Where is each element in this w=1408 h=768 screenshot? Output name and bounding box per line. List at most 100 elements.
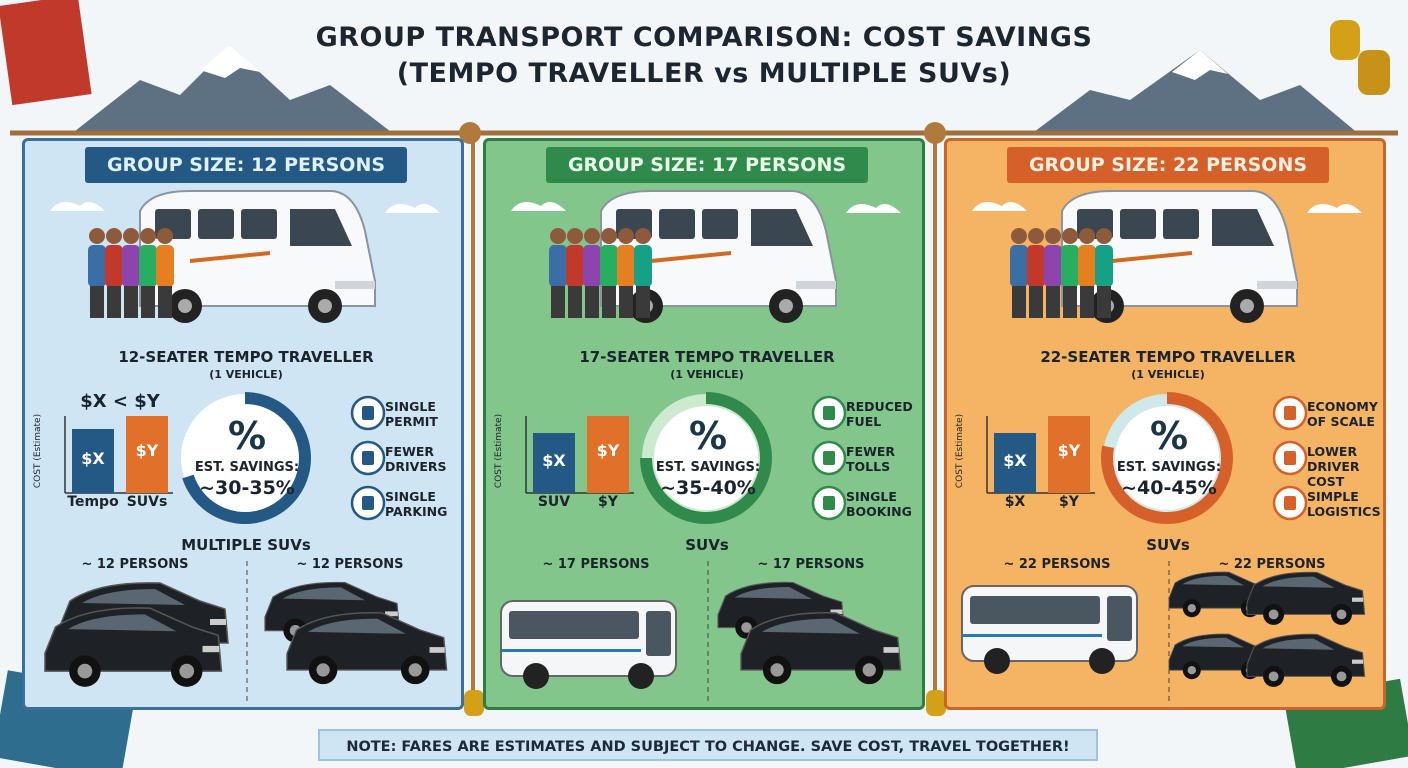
panel-graphics xyxy=(500,190,902,701)
illustration-part xyxy=(619,286,633,318)
cost-bar-x xyxy=(994,433,1036,493)
illustration-part xyxy=(617,245,635,287)
vehicle-count: (1 VEHICLE) xyxy=(670,368,744,381)
group-header: GROUP SIZE: 17 PERSONS xyxy=(546,147,868,183)
illustration-part xyxy=(139,245,157,287)
benefit-icon xyxy=(350,440,386,476)
bus xyxy=(961,585,1138,674)
illustration-part xyxy=(1182,637,1244,648)
benefit: REDUCED FUEL xyxy=(846,399,913,429)
illustration-part xyxy=(408,663,422,677)
cost-bar-y xyxy=(126,416,168,493)
illustration-part xyxy=(1097,286,1111,318)
illustration-part xyxy=(1120,209,1156,239)
illustration-part xyxy=(335,281,375,289)
savings-symbol: % xyxy=(227,414,267,458)
illustration-part xyxy=(50,202,105,211)
illustration-part xyxy=(307,618,406,634)
illustration-part xyxy=(1107,596,1132,641)
illustration-part xyxy=(551,286,565,318)
cost-bar-y xyxy=(1048,416,1090,493)
benefit-icon xyxy=(1272,440,1308,476)
savings-label: EST. SAVINGS: xyxy=(1116,460,1222,475)
illustration-part xyxy=(1096,228,1112,244)
persons-label: ~ 12 PERSONS xyxy=(296,557,404,572)
illustration-part xyxy=(1284,451,1296,465)
suv xyxy=(44,607,223,687)
illustration-part xyxy=(618,228,634,244)
illustration-part xyxy=(1284,406,1296,420)
illustration-part xyxy=(156,245,174,287)
illustration-part xyxy=(1187,604,1196,613)
savings-value: ~40-45% xyxy=(1121,477,1217,499)
illustration-part xyxy=(1115,406,1219,510)
illustration-part xyxy=(654,406,758,510)
people xyxy=(549,228,652,318)
tempo-traveller xyxy=(600,190,837,323)
illustration-part xyxy=(585,286,599,318)
bar-category: Tempo xyxy=(67,494,119,510)
illustration-part xyxy=(823,451,835,465)
illustration-part xyxy=(105,245,123,287)
bar-category: $Y xyxy=(598,494,618,510)
rope-knot xyxy=(924,122,946,144)
bar-label: $Y xyxy=(1057,441,1081,460)
illustration-part xyxy=(1063,286,1077,318)
benefit: FEWER TOLLS xyxy=(846,444,896,474)
illustration-part xyxy=(202,645,220,653)
illustration-part xyxy=(385,611,398,617)
illustration-part xyxy=(634,245,652,287)
illustration-part xyxy=(90,286,104,318)
illustration-part xyxy=(549,245,567,287)
suv xyxy=(1246,571,1366,625)
group-header: GROUP SIZE: 12 PERSONS xyxy=(85,147,407,183)
benefit: LOWER DRIVER COST xyxy=(1307,444,1360,489)
illustration-part xyxy=(635,228,651,244)
suv xyxy=(1246,633,1366,687)
bottom-title: SUVs xyxy=(685,536,729,554)
illustration-part xyxy=(1079,228,1095,244)
illustration-part xyxy=(1080,286,1094,318)
persons-label: ~ 22 PERSONS xyxy=(1218,557,1326,572)
bar-label: $X xyxy=(1003,451,1027,470)
illustration-part xyxy=(362,406,374,420)
illustration-part xyxy=(823,496,835,510)
bottom-title: MULTIPLE SUVs xyxy=(181,536,311,554)
bell xyxy=(926,690,946,716)
illustration-part xyxy=(1044,245,1062,287)
benefit-icon xyxy=(350,395,386,431)
illustration-part xyxy=(198,209,234,239)
illustration-part xyxy=(600,245,618,287)
illustration-part xyxy=(796,281,836,289)
illustration-part xyxy=(1045,228,1061,244)
axis-label: COST (Estimate) xyxy=(33,413,43,489)
illustration-part xyxy=(734,587,812,599)
snow xyxy=(1172,50,1228,80)
illustration-part xyxy=(1352,659,1364,664)
panel-graphics xyxy=(44,190,448,701)
savings-symbol: % xyxy=(1149,414,1189,458)
bus xyxy=(500,600,677,689)
suv xyxy=(286,612,448,685)
cost-bar-x xyxy=(533,433,575,493)
illustration-part xyxy=(659,209,695,239)
illustration-part xyxy=(1262,638,1335,650)
bell xyxy=(1358,50,1390,95)
benefit: SIMPLE LOGISTICS xyxy=(1307,489,1381,519)
illustration-part xyxy=(830,609,843,614)
illustration-part xyxy=(1095,245,1113,287)
illustration-part xyxy=(1027,245,1045,287)
illustration-part xyxy=(1028,228,1044,244)
illustration-part xyxy=(82,589,185,605)
benefit: SINGLE PARKING xyxy=(385,489,448,519)
persons-label: ~ 17 PERSONS xyxy=(757,557,865,572)
illustration-part xyxy=(972,202,1027,211)
illustration-part xyxy=(158,286,172,318)
axis-label: COST (Estimate) xyxy=(955,413,965,489)
group-panel: GROUP SIZE: 17 PERSONS 17-SEATER TEMPO TR… xyxy=(483,138,925,710)
illustration-part xyxy=(290,209,352,246)
illustration-part xyxy=(241,209,277,239)
illustration-part xyxy=(1352,597,1364,602)
illustration-part xyxy=(178,299,192,313)
